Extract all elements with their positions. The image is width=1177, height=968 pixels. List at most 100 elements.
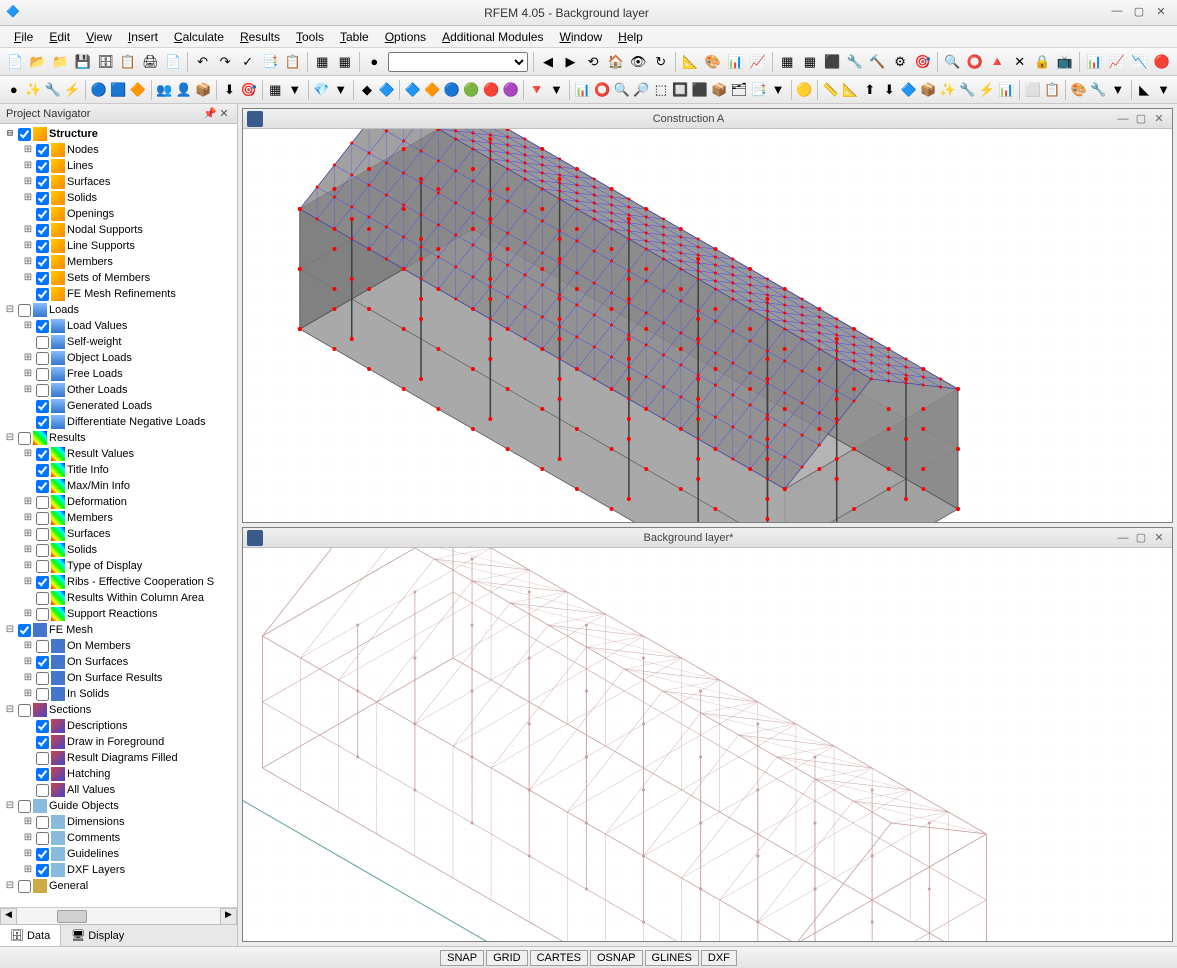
- toolbar-button[interactable]: 🔒: [1032, 51, 1053, 73]
- toolbar-button[interactable]: 📄: [163, 51, 184, 73]
- toolbar-button[interactable]: ▦: [335, 51, 356, 73]
- tree-item-on-surface-results[interactable]: ⊞On Surface Results: [0, 670, 237, 686]
- tree-checkbox[interactable]: [36, 656, 49, 669]
- toolbar-button[interactable]: ✨: [25, 79, 43, 101]
- toolbar-button[interactable]: ▼: [548, 79, 566, 101]
- toolbar-button[interactable]: ▼: [769, 79, 787, 101]
- toolbar-button[interactable]: 🗄: [95, 51, 116, 73]
- menu-file[interactable]: File: [6, 28, 41, 46]
- tree-item-comments[interactable]: ⊞Comments: [0, 830, 237, 846]
- tree-item-max-min-info[interactable]: Max/Min Info: [0, 478, 237, 494]
- toolbar-button[interactable]: 🟢: [463, 79, 481, 101]
- tree-checkbox[interactable]: [36, 240, 49, 253]
- toolbar-button[interactable]: 📏: [822, 79, 840, 101]
- tree-item-nodes[interactable]: ⊞Nodes: [0, 142, 237, 158]
- tree-checkbox[interactable]: [36, 160, 49, 173]
- toolbar-button[interactable]: 🔻: [528, 79, 546, 101]
- tree-checkbox[interactable]: [36, 464, 49, 477]
- tree-item-type-of-display[interactable]: ⊞Type of Display: [0, 558, 237, 574]
- tree-checkbox[interactable]: [18, 704, 31, 717]
- toolbar-button[interactable]: 📁: [50, 51, 71, 73]
- toolbar-button[interactable]: ●: [5, 79, 23, 101]
- toolbar-button[interactable]: 🔧: [1089, 79, 1107, 101]
- tree-checkbox[interactable]: [36, 592, 49, 605]
- tree-checkbox[interactable]: [36, 400, 49, 413]
- toolbar-button[interactable]: ⬇: [881, 79, 899, 101]
- toolbar-button[interactable]: ▦: [267, 79, 285, 101]
- toolbar-button[interactable]: 📊: [574, 79, 592, 101]
- viewport-minimize-button[interactable]: —: [1114, 113, 1132, 125]
- toolbar-button[interactable]: 📋: [1044, 79, 1062, 101]
- tree-checkbox[interactable]: [36, 224, 49, 237]
- tree-item-on-members[interactable]: ⊞On Members: [0, 638, 237, 654]
- toolbar-button[interactable]: 📊: [998, 79, 1016, 101]
- tree-item-draw-in-foreground[interactable]: Draw in Foreground: [0, 734, 237, 750]
- tree-item-solids[interactable]: ⊞Solids: [0, 542, 237, 558]
- tree-item-members[interactable]: ⊞Members: [0, 254, 237, 270]
- toolbar-button[interactable]: 🔺: [987, 51, 1008, 73]
- menu-calculate[interactable]: Calculate: [166, 28, 232, 46]
- tree-item-dimensions[interactable]: ⊞Dimensions: [0, 814, 237, 830]
- menu-results[interactable]: Results: [232, 28, 288, 46]
- toolbar-button[interactable]: ✕: [1009, 51, 1030, 73]
- tree-item-differentiate-negative-loads[interactable]: Differentiate Negative Loads: [0, 414, 237, 430]
- toolbar-button[interactable]: 📐: [680, 51, 701, 73]
- toolbar-button[interactable]: ▼: [1155, 79, 1173, 101]
- tree-checkbox[interactable]: [36, 848, 49, 861]
- tree-item-in-solids[interactable]: ⊞In Solids: [0, 686, 237, 702]
- tree-checkbox[interactable]: [36, 256, 49, 269]
- toolbar-button[interactable]: ▦: [312, 51, 333, 73]
- status-glines[interactable]: GLINES: [645, 950, 699, 966]
- toolbar-button[interactable]: 📋: [118, 51, 139, 73]
- toolbar-button[interactable]: 🔲: [672, 79, 690, 101]
- toolbar-button[interactable]: 📦: [711, 79, 729, 101]
- tree-checkbox[interactable]: [36, 320, 49, 333]
- tree-item-load-values[interactable]: ⊞Load Values: [0, 318, 237, 334]
- toolbar-button[interactable]: 📊: [725, 51, 746, 73]
- toolbar-button[interactable]: 🔍: [613, 79, 631, 101]
- toolbar-button[interactable]: 🔵: [443, 79, 461, 101]
- menu-view[interactable]: View: [78, 28, 120, 46]
- status-cartes[interactable]: CARTES: [530, 950, 588, 966]
- toolbar-button[interactable]: ⬆: [861, 79, 879, 101]
- toolbar-button[interactable]: 👁: [628, 51, 649, 73]
- toolbar-button[interactable]: 📉: [1129, 51, 1150, 73]
- tree-checkbox[interactable]: [36, 352, 49, 365]
- tree-checkbox[interactable]: [36, 816, 49, 829]
- menu-help[interactable]: Help: [610, 28, 651, 46]
- tree-item-self-weight[interactable]: Self-weight: [0, 334, 237, 350]
- status-osnap[interactable]: OSNAP: [590, 950, 643, 966]
- menu-edit[interactable]: Edit: [41, 28, 78, 46]
- toolbar-button[interactable]: 📂: [28, 51, 49, 73]
- toolbar-button[interactable]: 👥: [155, 79, 173, 101]
- tree-checkbox[interactable]: [36, 272, 49, 285]
- tree-item-dxf-layers[interactable]: ⊞DXF Layers: [0, 862, 237, 878]
- tree-checkbox[interactable]: [36, 784, 49, 797]
- toolbar-button[interactable]: ↷: [215, 51, 236, 73]
- tree-item-general[interactable]: ⊟General: [0, 878, 237, 894]
- tree-item-all-values[interactable]: All Values: [0, 782, 237, 798]
- viewport-close-button[interactable]: ✕: [1150, 531, 1168, 544]
- tree-item-nodal-supports[interactable]: ⊞Nodal Supports: [0, 222, 237, 238]
- tree-checkbox[interactable]: [36, 720, 49, 733]
- viewport-maximize-button[interactable]: ▢: [1132, 531, 1150, 544]
- tree-checkbox[interactable]: [36, 176, 49, 189]
- toolbar-button[interactable]: 🔍: [942, 51, 963, 73]
- menu-insert[interactable]: Insert: [120, 28, 166, 46]
- tree-checkbox[interactable]: [36, 576, 49, 589]
- toolbar-button[interactable]: 🔨: [867, 51, 888, 73]
- tree-item-support-reactions[interactable]: ⊞Support Reactions: [0, 606, 237, 622]
- horizontal-scrollbar[interactable]: ◀ ▶: [0, 907, 237, 924]
- tree-checkbox[interactable]: [36, 416, 49, 429]
- toolbar-button[interactable]: ⬚: [652, 79, 670, 101]
- toolbar-button[interactable]: 🔧: [44, 79, 62, 101]
- toolbar-button[interactable]: 🎨: [702, 51, 723, 73]
- toolbar-button[interactable]: 🔧: [959, 79, 977, 101]
- tree-checkbox[interactable]: [36, 768, 49, 781]
- toolbar-button[interactable]: 📦: [920, 79, 938, 101]
- tree-checkbox[interactable]: [18, 304, 31, 317]
- tree-item-descriptions[interactable]: Descriptions: [0, 718, 237, 734]
- toolbar-button[interactable]: 📑: [260, 51, 281, 73]
- tree-item-fe-mesh[interactable]: ⊟FE Mesh: [0, 622, 237, 638]
- toolbar-button[interactable]: 👤: [175, 79, 193, 101]
